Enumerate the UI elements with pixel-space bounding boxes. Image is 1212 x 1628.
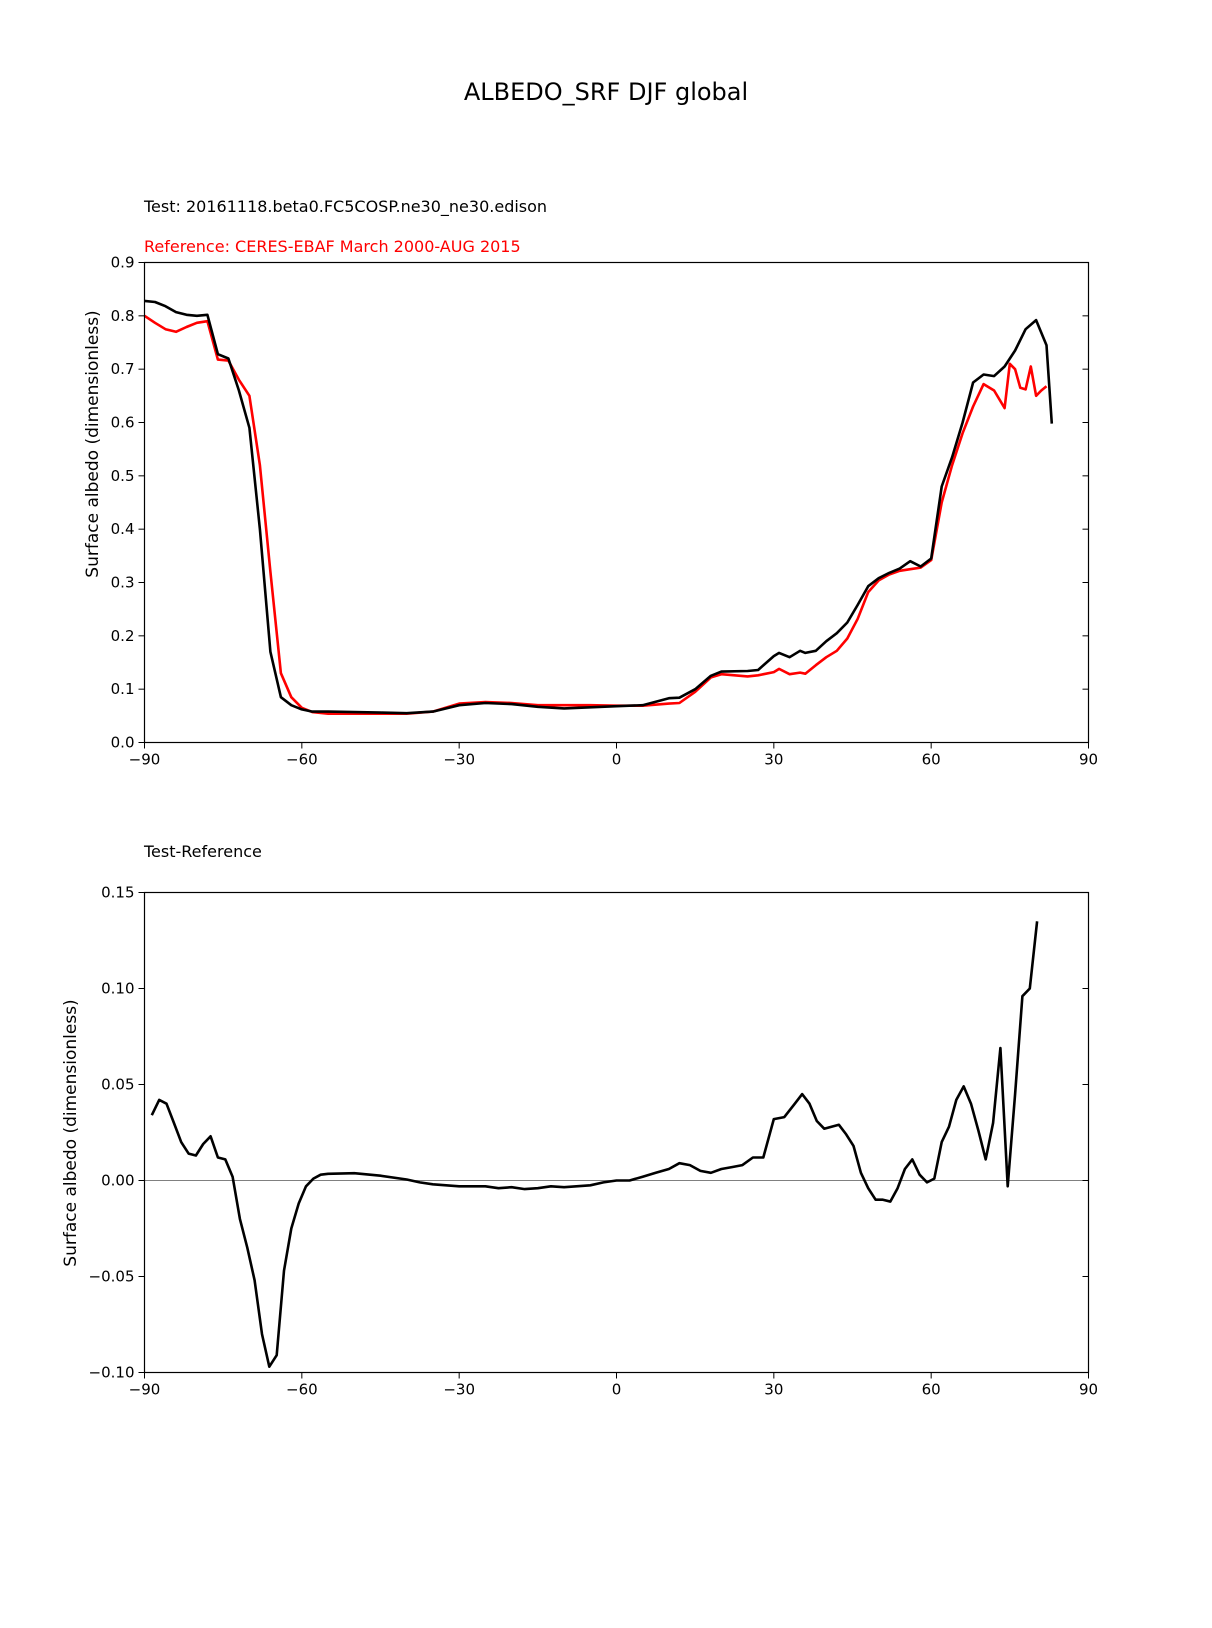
x-tick-label: 30 xyxy=(764,1381,783,1399)
y-tick-label: 0.4 xyxy=(111,520,135,538)
y-tick-label: 0.15 xyxy=(101,884,134,902)
difference-series-line xyxy=(150,921,1039,1368)
difference-label: Test-Reference xyxy=(143,842,262,861)
y-tick-label: 0.5 xyxy=(111,467,135,485)
x-tick-label: 90 xyxy=(1079,751,1098,769)
top-series xyxy=(143,299,1054,716)
top-plot-frame xyxy=(143,261,1090,744)
x-tick-label: −30 xyxy=(443,1381,475,1399)
bottom-panel: Test-Reference Surface albedo (dimension… xyxy=(61,842,1098,1399)
y-tick-label: −0.05 xyxy=(89,1268,135,1286)
reference-label: Reference: CERES-EBAF March 2000-AUG 201… xyxy=(144,237,521,256)
y-tick-label: 0.2 xyxy=(111,627,135,645)
test-label: Test: 20161118.beta0.FC5COSP.ne30_ne30.e… xyxy=(143,197,547,217)
x-tick-label: −30 xyxy=(443,751,475,769)
bottom-y-axis-label: Surface albedo (dimensionless) xyxy=(61,999,81,1266)
x-tick-label: −90 xyxy=(129,751,161,769)
y-tick-label: 0.7 xyxy=(111,360,135,378)
y-tick-label: 0.05 xyxy=(101,1076,134,1094)
bottom-ticks: −90 −60 −30 0 30 60 90 −0.10 −0.05 0.00 0.05 0.10 0.… xyxy=(89,884,1099,1399)
x-tick-label: −60 xyxy=(286,751,318,769)
top-ticks: −90 −60 −30 0 30 60 90 0.0 0.1 0.2 0.3 0.4 0.5 0.6 0.7… xyxy=(111,254,1098,769)
x-tick-label: 60 xyxy=(922,751,941,769)
top-y-axis-label: Surface albedo (dimensionless) xyxy=(83,310,103,577)
test-series-line xyxy=(144,299,1054,715)
y-tick-label: 0.3 xyxy=(111,574,135,592)
top-panel: Test: 20161118.beta0.FC5COSP.ne30_ne30.e… xyxy=(83,197,1098,769)
x-tick-label: −90 xyxy=(129,1381,161,1399)
y-tick-label: 0.1 xyxy=(111,680,135,698)
reference-series-line xyxy=(143,314,1048,716)
y-tick-label: −0.10 xyxy=(89,1364,135,1382)
y-tick-label: 0.8 xyxy=(111,307,135,325)
figure-title: ALBEDO_SRF DJF global xyxy=(464,78,748,106)
bottom-series xyxy=(150,921,1039,1368)
y-tick-label: 0.9 xyxy=(111,254,135,272)
y-tick-label: 0.00 xyxy=(101,1172,134,1190)
x-tick-label: −60 xyxy=(286,1381,318,1399)
x-tick-label: 60 xyxy=(922,1381,941,1399)
y-tick-label: 0.6 xyxy=(111,414,135,432)
x-tick-label: 90 xyxy=(1079,1381,1098,1399)
x-tick-label: 30 xyxy=(764,751,783,769)
x-tick-label: 0 xyxy=(612,751,622,769)
bottom-plot-frame xyxy=(143,891,1090,1374)
y-tick-label: 0.10 xyxy=(101,980,134,998)
x-tick-label: 0 xyxy=(612,1381,622,1399)
y-tick-label: 0.0 xyxy=(111,734,135,752)
